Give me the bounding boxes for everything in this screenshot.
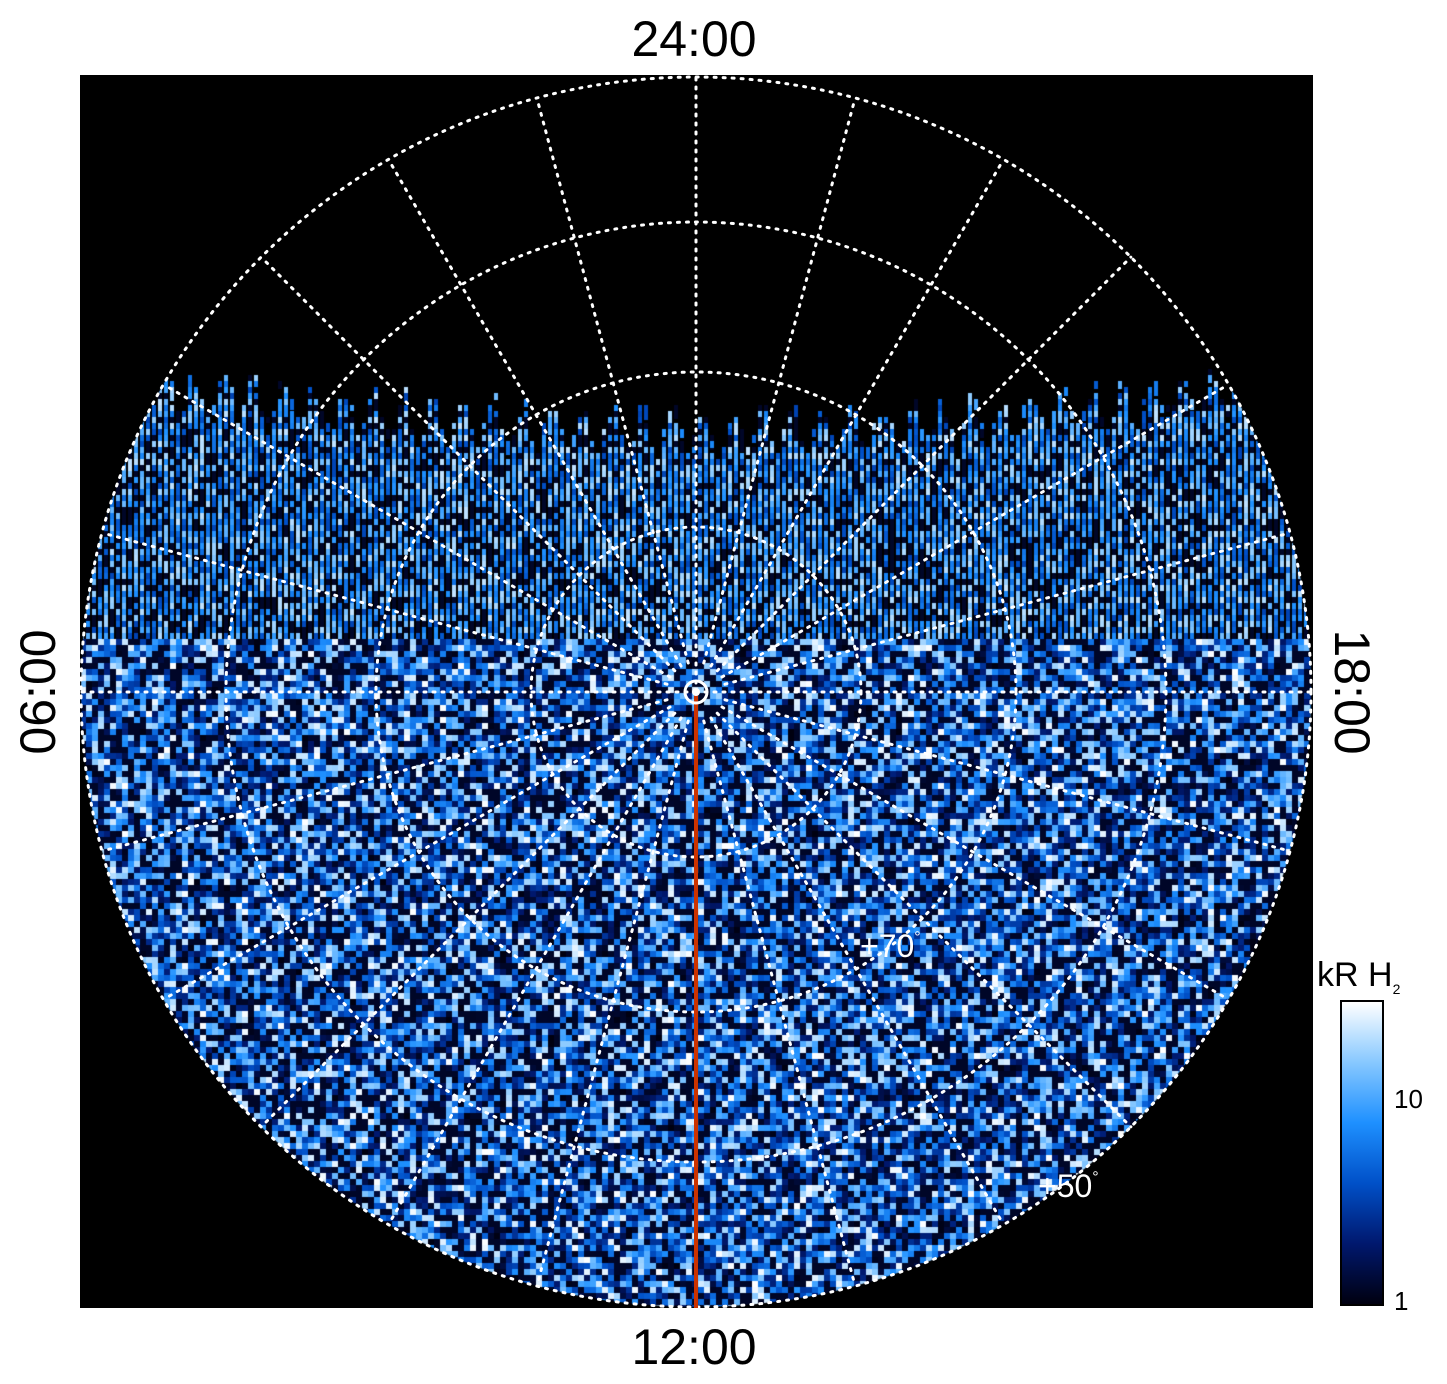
polar-projection-frame xyxy=(80,75,1313,1308)
local-time-label-top: 24:00 xyxy=(631,11,757,67)
local-time-meridian xyxy=(161,383,672,679)
local-time-meridian xyxy=(720,383,1231,679)
colorbar xyxy=(1340,1000,1384,1306)
latitude-circle xyxy=(374,370,1018,1014)
local-time-label-right: 18:00 xyxy=(1324,629,1380,755)
colorbar-title: kR H2 xyxy=(1317,956,1401,997)
local-time-meridian xyxy=(387,157,683,668)
latitude-label-70: +70° xyxy=(860,928,921,964)
local-time-label-bottom: 12:00 xyxy=(631,1319,757,1375)
local-time-meridian xyxy=(702,96,857,665)
local-time-meridian xyxy=(259,711,677,1129)
local-time-meridian xyxy=(715,255,1133,673)
grid-overlay xyxy=(80,75,1313,1308)
colorbar-tick-10: 10 xyxy=(1394,1084,1423,1114)
local-time-meridian xyxy=(723,531,1292,686)
local-time-label-left: 06:00 xyxy=(10,629,66,755)
local-time-meridian xyxy=(535,719,690,1288)
pole-marker-outer xyxy=(683,679,709,705)
pole-marker-inner xyxy=(692,688,700,696)
local-time-meridian xyxy=(259,255,677,673)
local-time-meridian xyxy=(715,711,1133,1129)
local-time-meridian xyxy=(709,716,1005,1227)
colorbar-tick-1: 1 xyxy=(1394,1286,1409,1316)
local-time-meridian xyxy=(161,705,672,1001)
latitude-label-50: +50° xyxy=(1038,1168,1099,1204)
local-time-meridian xyxy=(387,716,683,1227)
local-time-meridian xyxy=(723,698,1292,853)
local-time-meridian xyxy=(720,705,1231,1001)
local-time-meridian xyxy=(702,719,857,1288)
local-time-meridian xyxy=(100,698,669,853)
local-time-meridian xyxy=(709,157,1005,668)
local-time-meridian xyxy=(100,531,669,686)
local-time-meridian xyxy=(535,96,690,665)
